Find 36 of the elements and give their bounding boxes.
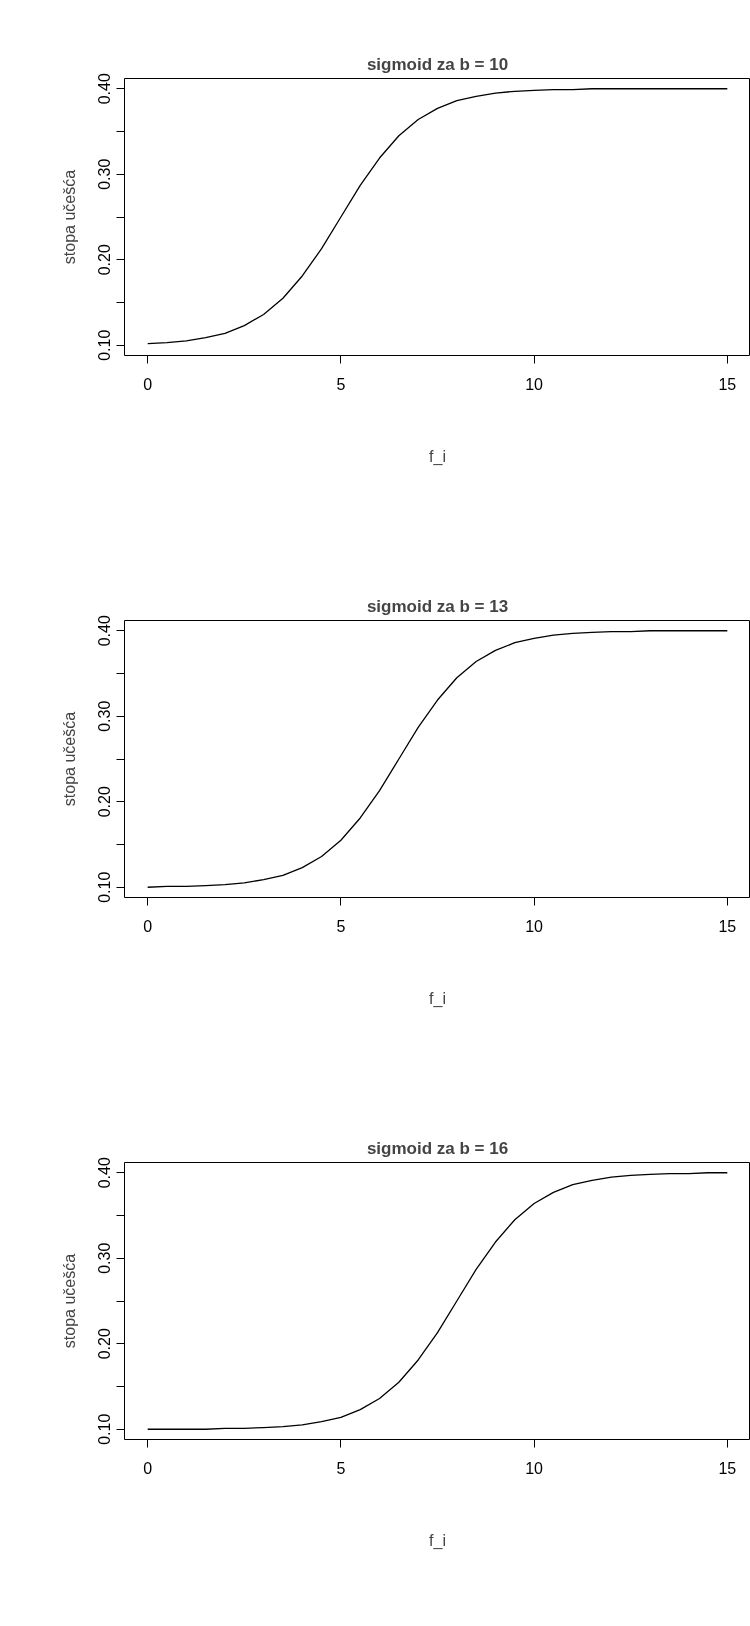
x-tick-label: 10 xyxy=(525,1459,544,1477)
y-tick-label: 0.10 xyxy=(96,329,114,361)
x-axis-title: f_i xyxy=(429,447,446,466)
y-tick-label: 0.40 xyxy=(96,73,114,105)
y-tick-label: 0.10 xyxy=(96,1413,114,1445)
y-tick-label: 0.30 xyxy=(96,1242,114,1274)
x-tick-label: 10 xyxy=(525,917,544,935)
y-tick-label: 0.40 xyxy=(96,1157,114,1189)
y-tick-label: 0.30 xyxy=(96,158,114,190)
x-tick-label: 5 xyxy=(336,917,346,935)
y-axis-title: stopa učešća xyxy=(60,1253,78,1349)
chart-title: sigmoid za b = 13 xyxy=(366,596,509,616)
x-tick-label: 10 xyxy=(525,375,544,393)
x-tick-label: 0 xyxy=(143,375,153,393)
line-series xyxy=(147,1172,728,1430)
line-series xyxy=(147,88,728,345)
y-axis-title: stopa učešća xyxy=(60,711,78,807)
y-tick-label: 0.20 xyxy=(96,1328,114,1360)
y-tick-label: 0.10 xyxy=(96,871,114,903)
x-tick-label: 0 xyxy=(143,917,153,935)
x-axis-title: f_i xyxy=(429,1531,446,1550)
y-tick-label: 0.30 xyxy=(96,700,114,732)
x-tick-label: 15 xyxy=(718,917,737,935)
y-tick-label: 0.20 xyxy=(96,786,114,818)
y-axis-title: stopa učešća xyxy=(60,169,78,265)
y-tick-label: 0.20 xyxy=(96,244,114,276)
x-tick-label: 15 xyxy=(718,375,737,393)
x-axis-title: f_i xyxy=(429,989,446,1008)
line-series xyxy=(147,630,728,888)
chart-title: sigmoid za b = 16 xyxy=(366,1138,509,1158)
x-tick-label: 5 xyxy=(336,1459,346,1477)
x-tick-label: 5 xyxy=(336,375,346,393)
x-tick-label: 0 xyxy=(143,1459,153,1477)
chart-title: sigmoid za b = 10 xyxy=(366,54,509,74)
x-tick-label: 15 xyxy=(718,1459,737,1477)
y-tick-label: 0.40 xyxy=(96,615,114,647)
